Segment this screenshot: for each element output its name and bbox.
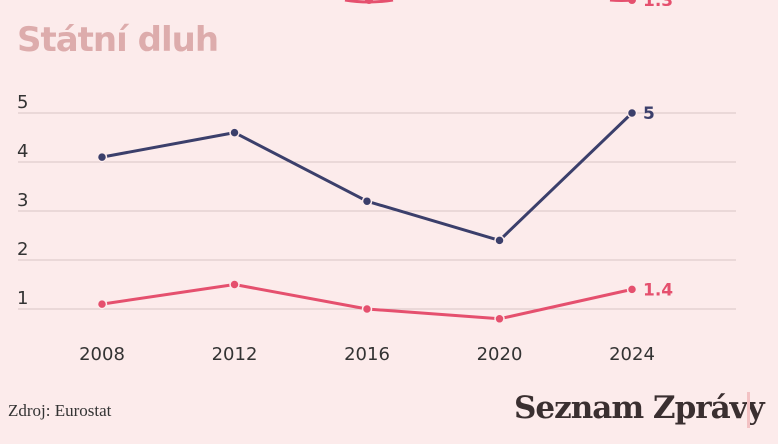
data-point xyxy=(96,151,108,163)
data-point xyxy=(361,195,373,207)
x-tick-label: 2024 xyxy=(609,344,655,365)
y-tick-label: 1 xyxy=(17,288,28,309)
data-point xyxy=(626,107,638,119)
y-tick-label: 2 xyxy=(17,239,28,260)
brand-bar xyxy=(747,392,750,428)
end-label: 5 xyxy=(643,104,655,124)
chart-title: Státní dluh xyxy=(17,20,219,60)
data-point xyxy=(96,298,108,310)
x-tick-label: 2012 xyxy=(212,344,258,365)
prev-point xyxy=(365,0,373,4)
data-point xyxy=(361,303,373,315)
previous-chart-fragment: 1.3 xyxy=(344,0,673,11)
y-tick-label: 4 xyxy=(17,141,28,162)
y-tick-label: 5 xyxy=(17,92,28,113)
x-tick-label: 2020 xyxy=(477,344,523,365)
x-tick-label: 2008 xyxy=(79,344,125,365)
data-point xyxy=(494,235,505,246)
end-label: 1.4 xyxy=(643,280,673,300)
prev-point xyxy=(628,0,636,4)
data-point xyxy=(229,279,240,290)
data-point xyxy=(626,284,638,295)
x-tick-label: 2016 xyxy=(344,344,390,365)
line-chart: 1 2 3 4 5 2008 2012 2016 2020 2024 5 1.4 xyxy=(17,92,736,365)
data-point xyxy=(229,127,240,138)
data-point xyxy=(494,313,505,325)
source-note: Zdroj: Eurostat xyxy=(8,401,112,420)
series-line xyxy=(101,111,634,242)
prev-end-label: 1.3 xyxy=(643,0,673,11)
y-tick-label: 3 xyxy=(17,190,28,211)
brand-logo: Seznam Zprávy xyxy=(514,390,765,426)
